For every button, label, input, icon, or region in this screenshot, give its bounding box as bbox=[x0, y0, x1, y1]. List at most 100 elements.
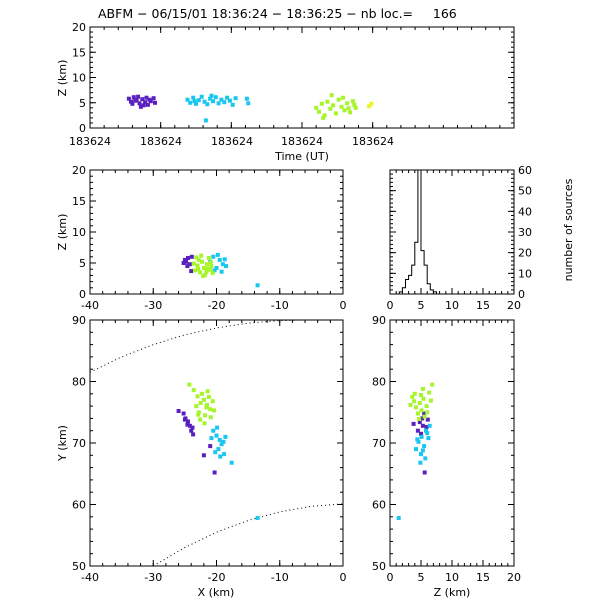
panel-x-y-point bbox=[196, 410, 201, 415]
panel-x-z-point bbox=[206, 256, 211, 260]
panel-z-y-point bbox=[428, 398, 433, 403]
panel-z-y-point bbox=[420, 423, 425, 428]
panel-time-height-point bbox=[185, 97, 190, 102]
panel-z-y-point bbox=[411, 421, 416, 426]
panel-time-height-point bbox=[143, 100, 148, 105]
panel-z-y-point bbox=[423, 456, 428, 461]
panel-z-y-x-tick-label: 20 bbox=[507, 571, 521, 584]
panel-time-height-point bbox=[136, 94, 141, 99]
panel-x-y-frame bbox=[89, 319, 344, 567]
panel-time-height-point bbox=[225, 95, 230, 100]
panel-x-y-point bbox=[210, 399, 215, 404]
panel-time-height: 0 5 10 15 20 183624 183624 183624 183624 183… bbox=[56, 21, 515, 163]
panel-x-z-point bbox=[186, 256, 190, 260]
panel-z-y-point bbox=[419, 434, 424, 439]
panel-time-height-point bbox=[230, 102, 235, 107]
panel-x-y-y-tick-label: 90 bbox=[72, 314, 86, 327]
panel-z-y-point bbox=[419, 408, 424, 413]
panel-height-histogram-x-tick-label: 0 bbox=[387, 299, 394, 312]
panel-time-height-x-tick-3: 183624 bbox=[281, 135, 323, 148]
panel-time-height-y-tick-label: 20 bbox=[72, 21, 86, 34]
panel-z-y-point bbox=[410, 394, 415, 399]
panel-x-z-frame bbox=[89, 169, 344, 295]
panel-height-histogram-y-tick-label: 40 bbox=[518, 205, 532, 218]
figure-title: ABFM − 06/15/01 18:36:24 − 18:36:25 − nb… bbox=[98, 6, 457, 21]
panel-x-y-x-tick-label: -30 bbox=[144, 571, 162, 584]
panel-time-height-point bbox=[138, 104, 143, 109]
panel-time-height-point bbox=[219, 97, 224, 102]
panel-height-histogram-y-tick-label: 0 bbox=[518, 288, 525, 301]
panel-time-height-point bbox=[314, 105, 319, 110]
panel-x-z-point bbox=[210, 270, 215, 275]
panel-x-z-point bbox=[211, 254, 216, 259]
panel-time-height-point bbox=[319, 101, 324, 106]
panel-x-y-point bbox=[212, 470, 217, 475]
panel-x-z-point bbox=[187, 262, 192, 267]
panel-z-y-point bbox=[421, 396, 426, 401]
panel-time-height-point bbox=[192, 99, 197, 104]
panel-x-y-point bbox=[194, 404, 199, 409]
panel-time-height-point bbox=[137, 101, 142, 106]
panel-time-height-point bbox=[216, 101, 221, 106]
panel-time-height-y-tick-label: 5 bbox=[79, 97, 86, 110]
panel-x-y-point bbox=[182, 417, 187, 422]
panel-z-y-point bbox=[422, 444, 427, 449]
panel-z-y-point bbox=[422, 470, 427, 475]
panel-x-y-point bbox=[216, 447, 221, 452]
panel-height-histogram-x-tick-label: 5 bbox=[418, 299, 425, 312]
panel-time-height-point bbox=[352, 102, 357, 107]
panel-x-y-point bbox=[198, 417, 203, 422]
panel-x-y-point bbox=[187, 382, 192, 387]
panel-time-height-point bbox=[211, 99, 215, 104]
panel-x-y-x-tick-label: 0 bbox=[340, 571, 347, 584]
panel-x-z-ylabel: Z (km) bbox=[56, 214, 69, 251]
panel-time-height-point bbox=[151, 96, 156, 101]
panel-x-y-y-tick-label: 80 bbox=[72, 376, 86, 389]
panel-time-height-point bbox=[131, 95, 136, 100]
panel-time-height-point bbox=[126, 96, 131, 101]
panel-time-height-point bbox=[369, 101, 374, 106]
panel-time-height-points bbox=[126, 93, 374, 123]
panel-z-y-point bbox=[420, 416, 425, 421]
panel-time-height-point bbox=[367, 104, 372, 109]
panel-height-histogram-outline bbox=[398, 169, 514, 295]
panel-x-y-point bbox=[189, 428, 194, 433]
panel-time-height-point bbox=[328, 106, 333, 111]
panel-time-height-point bbox=[233, 96, 238, 101]
panel-x-y-point bbox=[222, 452, 227, 457]
panel-time-height-point bbox=[153, 100, 157, 105]
panel-x-y-point bbox=[255, 516, 260, 520]
panel-x-y-point bbox=[198, 401, 203, 405]
panel-x-z-point bbox=[209, 264, 214, 269]
panel-z-y-point bbox=[424, 404, 429, 409]
panel-x-y-point bbox=[219, 442, 224, 447]
panel-x-y-arcs bbox=[89, 319, 344, 567]
panel-time-height-point bbox=[353, 105, 358, 110]
panel-time-height-point bbox=[345, 101, 350, 106]
panel-z-y-point bbox=[412, 391, 417, 396]
panel-time-height-point bbox=[350, 99, 355, 104]
panel-z-y-x-tick-label: 15 bbox=[476, 571, 490, 584]
panel-time-height-point bbox=[130, 101, 135, 106]
panel-x-z-point bbox=[205, 262, 209, 267]
panel-x-z-point bbox=[189, 269, 194, 274]
panel-x-z-y-tick-label: 15 bbox=[72, 195, 86, 208]
panel-x-z-point bbox=[201, 266, 206, 270]
panel-z-y-point bbox=[419, 431, 423, 436]
panel-x-y-point bbox=[208, 444, 213, 449]
panel-x-y-point bbox=[196, 412, 201, 417]
panel-height-histogram-bars bbox=[398, 169, 514, 295]
panel-x-z-point bbox=[193, 268, 197, 273]
panel-x-z-point bbox=[217, 257, 222, 262]
panel-z-y-point bbox=[418, 460, 423, 465]
panel-x-z-point bbox=[212, 268, 217, 273]
panel-time-height-x-tick-2: 183624 bbox=[211, 135, 253, 148]
panel-z-y-point bbox=[419, 452, 423, 457]
panel-x-z-point bbox=[200, 259, 204, 264]
panel-x-y-point bbox=[191, 388, 196, 393]
panel-time-height-point bbox=[147, 97, 152, 102]
panel-time-height-point bbox=[213, 95, 218, 100]
